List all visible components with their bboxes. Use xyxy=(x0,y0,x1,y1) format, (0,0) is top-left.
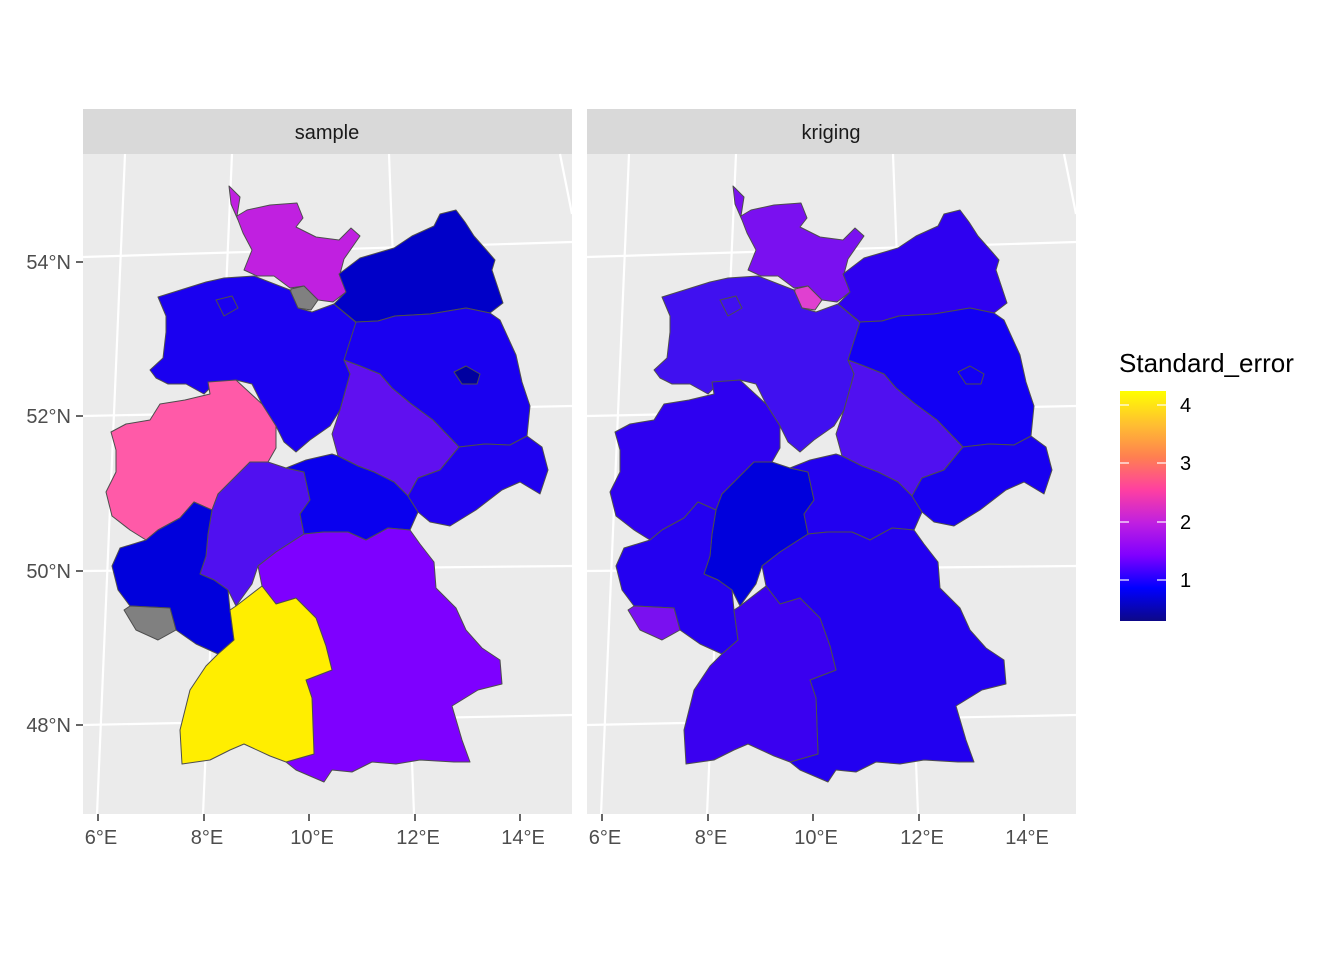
strip-kriging xyxy=(587,109,1076,154)
map-sample xyxy=(105,185,549,783)
legend-colorbar xyxy=(1120,391,1166,621)
y-axis: 54°N 52°N 50°N 48°N xyxy=(26,252,83,737)
state-berlin xyxy=(957,365,985,385)
state-baden-wuerttemberg xyxy=(683,585,837,765)
x-tick-label: 6°E xyxy=(589,827,621,849)
state-niedersachsen xyxy=(149,275,369,453)
state-saarland xyxy=(123,605,177,641)
strip-sample xyxy=(83,109,572,154)
state-berlin xyxy=(453,365,481,385)
legend: Standard_error 1 2 3 4 xyxy=(1119,348,1294,621)
x-tick-label: 10°E xyxy=(290,827,334,849)
legend-tick-label: 2 xyxy=(1180,512,1191,534)
state-baden-wuerttemberg xyxy=(179,585,333,765)
x-tick-label: 12°E xyxy=(396,827,440,849)
state-sachsen xyxy=(407,435,549,527)
strip-label-kriging: kriging xyxy=(802,122,861,144)
x-axis-kriging: 6°E 8°E 10°E 12°E 14°E xyxy=(589,814,1049,849)
y-tick-label: 50°N xyxy=(26,561,71,583)
x-tick-label: 12°E xyxy=(900,827,944,849)
x-tick-label: 8°E xyxy=(191,827,223,849)
panel-sample: sample xyxy=(82,109,574,815)
y-tick-label: 52°N xyxy=(26,406,71,428)
legend-title: Standard_error xyxy=(1119,348,1294,378)
legend-tick-label: 1 xyxy=(1180,570,1191,592)
legend-tick-label: 4 xyxy=(1180,395,1191,417)
state-sachsen xyxy=(911,435,1053,527)
panel-kriging: kriging xyxy=(586,109,1078,815)
y-tick-label: 54°N xyxy=(26,252,71,274)
x-tick-label: 6°E xyxy=(85,827,117,849)
x-axis-sample: 6°E 8°E 10°E 12°E 14°E xyxy=(85,814,545,849)
x-tick-label: 14°E xyxy=(501,827,545,849)
state-niedersachsen xyxy=(653,275,873,453)
x-tick-label: 8°E xyxy=(695,827,727,849)
x-tick-label: 14°E xyxy=(1005,827,1049,849)
state-bremen xyxy=(215,295,239,317)
y-tick-label: 48°N xyxy=(26,715,71,737)
state-saarland xyxy=(627,605,681,641)
x-tick-label: 10°E xyxy=(794,827,838,849)
legend-tick-label: 3 xyxy=(1180,453,1191,475)
state-bremen xyxy=(719,295,743,317)
strip-label-sample: sample xyxy=(295,122,359,144)
graticule-line xyxy=(558,153,574,215)
map-kriging xyxy=(609,185,1053,783)
graticule-line xyxy=(1062,153,1078,215)
